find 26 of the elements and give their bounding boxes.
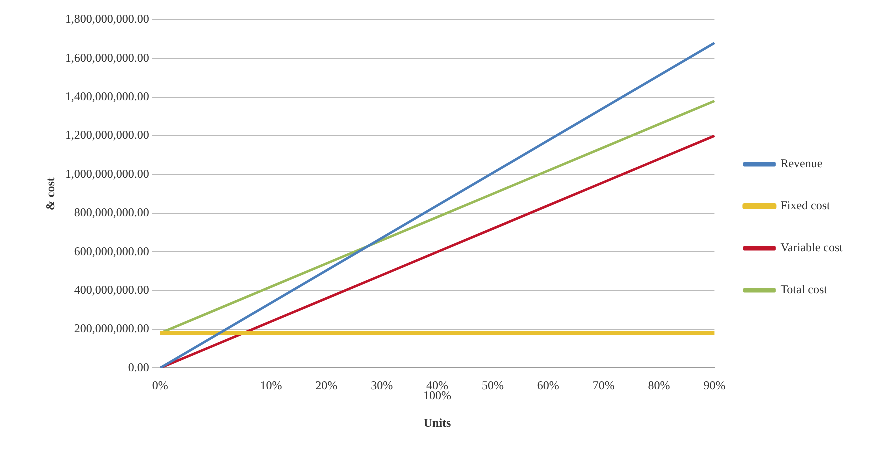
y-tick-label: 600,000,000.00 — [74, 244, 150, 258]
x-tick-label: 80% — [648, 378, 670, 393]
y-tick-label: 1,000,000,000.00 — [65, 166, 150, 181]
x-tick-label: 20% — [316, 378, 338, 393]
x-tick-label: 70% — [592, 378, 615, 393]
x-tick-label: 90% — [704, 378, 726, 393]
x-tick-label: 60% — [537, 378, 560, 393]
legend-label: Total cost — [780, 282, 828, 297]
y-axis-title: & cost — [43, 178, 58, 211]
x-tick-label: 40% — [426, 378, 449, 393]
y-tick-label: 1,400,000,000.00 — [65, 90, 150, 104]
y-tick-label: 0.00 — [128, 360, 150, 374]
x-axis-title: Units — [424, 416, 452, 430]
x-tick-label: 50% — [482, 378, 504, 393]
y-tick-label: 1,200,000,000.00 — [65, 128, 150, 142]
legend-label: Variable cost — [780, 240, 844, 255]
y-tick-label: 400,000,000.00 — [74, 282, 150, 297]
y-tick-label: 1,600,000,000.00 — [65, 50, 150, 65]
y-tick-label: 800,000,000.00 — [74, 206, 150, 220]
y-tick-label: 1,800,000,000.00 — [65, 12, 150, 26]
x-tick-label: 0% — [152, 378, 168, 393]
legend-label: Fixed cost — [780, 198, 832, 213]
y-tick-label: 200,000,000.00 — [74, 322, 150, 336]
legend-label: Revenue — [780, 156, 823, 171]
x-tick-label: 10% — [260, 378, 282, 393]
x-tick-label: 30% — [371, 378, 394, 393]
